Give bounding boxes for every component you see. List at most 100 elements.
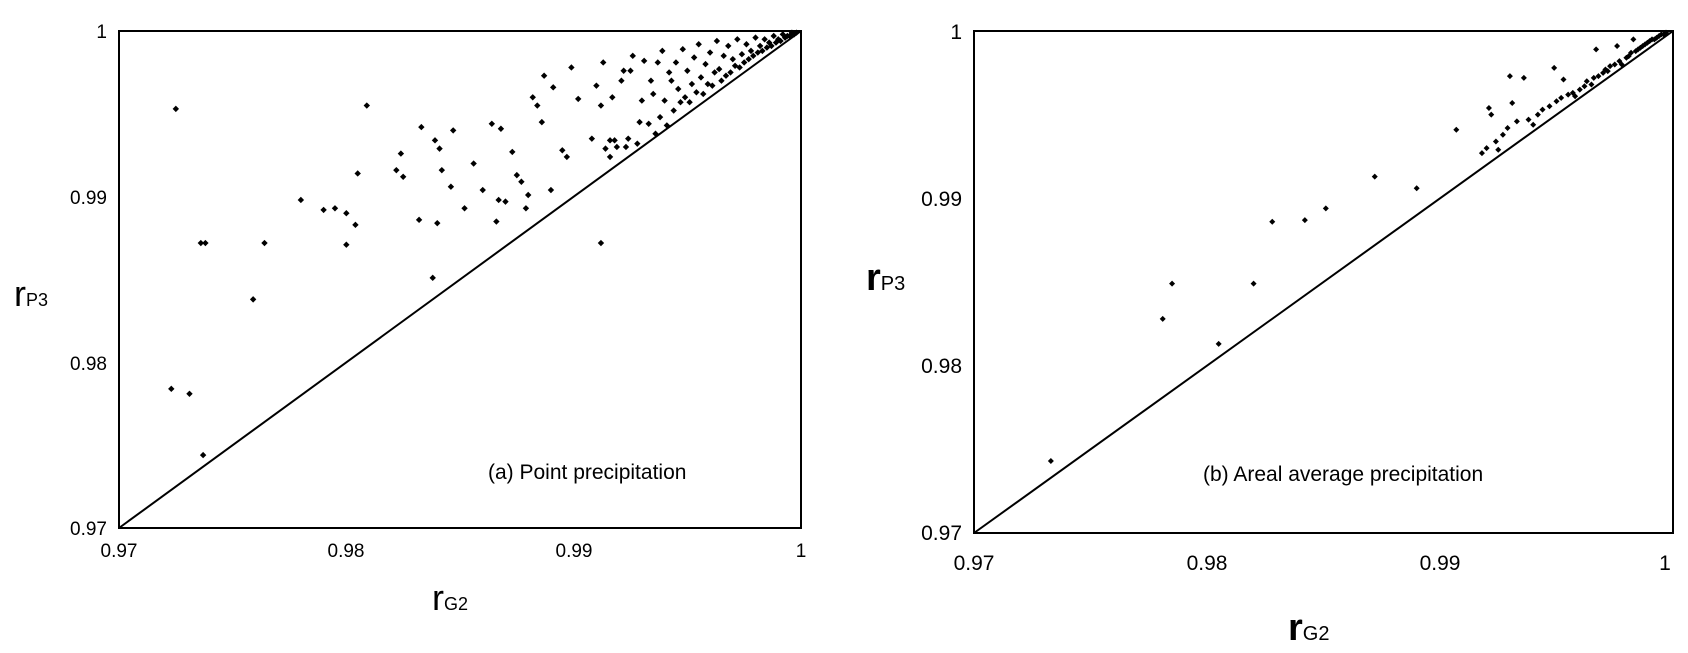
panel-b-xtick-097: 0.97: [954, 552, 995, 575]
panel-a-point-137: [793, 29, 800, 36]
panel-b-plot-frame: [973, 30, 1674, 534]
panel-b-point-53: [1630, 36, 1637, 43]
panel-b-point-36: [1581, 83, 1588, 90]
panel-a-point-97: [702, 60, 709, 68]
panel-b-point-34: [1572, 93, 1579, 100]
panel-a-ytick-1: 1: [96, 22, 107, 43]
panel-b-point-14: [1488, 111, 1495, 118]
panel-a-ytick-098: 0.98: [70, 354, 107, 375]
panel-b-point-27: [1546, 103, 1553, 110]
panel-a-xtick-098: 0.98: [328, 541, 365, 562]
panel-a-point-89: [684, 67, 691, 74]
panel-a-point-39: [522, 205, 530, 212]
panel-b-ytick-097: 0.97: [921, 522, 962, 545]
panel-a-point-107: [725, 42, 732, 50]
panel-b-point-45: [1607, 63, 1614, 70]
panel-b-point-3: [1215, 340, 1222, 347]
panel-a-point-79: [661, 97, 668, 104]
panel-a-point-70: [638, 97, 646, 104]
panel-a-point-0: [172, 105, 180, 113]
panel-a-point-53: [597, 239, 605, 247]
panel-b-point-8: [1371, 173, 1378, 180]
panel-b-xtick-098: 0.98: [1187, 552, 1228, 575]
panel-b-points: [1047, 29, 1670, 465]
panel-a-point-44: [540, 72, 548, 79]
panel-b-point-5: [1269, 218, 1276, 225]
panel-b-xtick-099: 0.99: [1420, 552, 1461, 575]
panel-b-one-to-one-line: [973, 30, 1674, 534]
panel-b-point-21: [1513, 118, 1520, 125]
panel-a-xtick-097: 0.97: [101, 541, 138, 562]
panel-a-point-96: [700, 90, 707, 98]
panel-a-point-110: [731, 62, 739, 69]
panel-a-point-95: [697, 74, 705, 81]
panel-a-point-69: [636, 118, 643, 126]
panel-b-point-31: [1560, 76, 1567, 83]
panel-a-point-81: [665, 69, 673, 76]
panel-a-point-71: [640, 57, 648, 65]
panel-b-point-2: [1169, 280, 1176, 287]
panel-b-point-40: [1593, 46, 1600, 53]
panel-a-y-axis-label: rP3: [14, 273, 48, 314]
panel-a-point-14: [354, 170, 361, 177]
panel-a-point-16: [393, 166, 400, 174]
panel-a-point-77: [656, 113, 664, 121]
panel-a-point-2: [186, 390, 193, 398]
panel-a-point-12: [343, 241, 350, 248]
panel-b-ytick-099: 0.99: [921, 188, 962, 211]
panel-a-point-65: [625, 135, 632, 142]
panel-a-point-30: [479, 186, 486, 194]
panel-a-point-102: [713, 37, 721, 45]
panel-a-point-20: [418, 123, 425, 131]
panel-a-point-37: [513, 171, 521, 179]
panel-b-point-26: [1539, 106, 1546, 113]
panel-b-point-37: [1583, 78, 1590, 85]
panel-a-point-104: [718, 77, 725, 84]
panel-b-y-axis-label: rP3: [866, 257, 905, 299]
panel-a-y-axis-label-sub: P3: [26, 290, 48, 310]
panel-a-point-precipitation: 1 0.99 0.98 0.97 0.97 0.98 0.99 1 rG2 rP…: [14, 22, 806, 618]
panel-a-one-to-one-line: [118, 30, 802, 529]
panel-a-point-82: [668, 77, 675, 84]
panel-a-point-67: [629, 52, 636, 60]
panel-b-point-17: [1499, 131, 1506, 138]
panel-b-point-38: [1588, 81, 1595, 88]
panel-b-point-6: [1301, 217, 1308, 224]
panel-a-point-129: [775, 36, 782, 43]
panel-a-point-19: [415, 216, 423, 224]
panel-a-point-86: [677, 99, 684, 106]
panel-b-point-28: [1551, 64, 1558, 71]
panel-a-point-60: [611, 137, 618, 144]
panel-b-x-axis-label: rG2: [1288, 607, 1329, 649]
panel-a-point-42: [534, 102, 541, 109]
panel-a-y-axis-label-main: r: [14, 273, 26, 314]
panel-a-point-47: [559, 147, 566, 154]
panel-b-point-41: [1595, 73, 1602, 80]
panel-a-point-114: [740, 59, 748, 66]
panel-b-annotation: (b) Areal average precipitation: [1203, 463, 1483, 486]
panel-b-areal-average-precipitation: 1 0.99 0.98 0.97 0.97 0.98 0.99 1 rG2 rP…: [866, 21, 1674, 649]
panel-b-point-44: [1604, 68, 1611, 75]
panel-a-point-128: [772, 39, 780, 46]
panel-a-point-61: [613, 143, 621, 151]
panel-a-x-axis-label-sub: G2: [444, 594, 468, 614]
panel-a-point-103: [715, 65, 723, 73]
panel-a-point-27: [449, 127, 457, 134]
panel-b-point-32: [1565, 91, 1572, 98]
panel-a-point-17: [397, 150, 405, 157]
panel-a-point-120: [754, 49, 762, 56]
panel-b-y-axis-label-main: r: [866, 257, 881, 299]
panel-a-point-94: [695, 41, 702, 48]
panel-a-point-130: [777, 37, 784, 45]
panel-b-point-52: [1628, 49, 1635, 56]
panel-a-point-85: [675, 85, 682, 93]
panel-a-point-6: [249, 296, 257, 303]
panel-a-point-109: [729, 55, 736, 63]
panel-a-point-74: [650, 90, 657, 98]
panel-a-point-122: [759, 47, 766, 55]
panel-a-point-59: [609, 94, 616, 101]
panel-a-point-64: [622, 143, 630, 151]
panel-a-point-62: [618, 77, 625, 84]
panel-a-point-119: [752, 34, 759, 41]
panel-a-point-106: [722, 72, 730, 79]
